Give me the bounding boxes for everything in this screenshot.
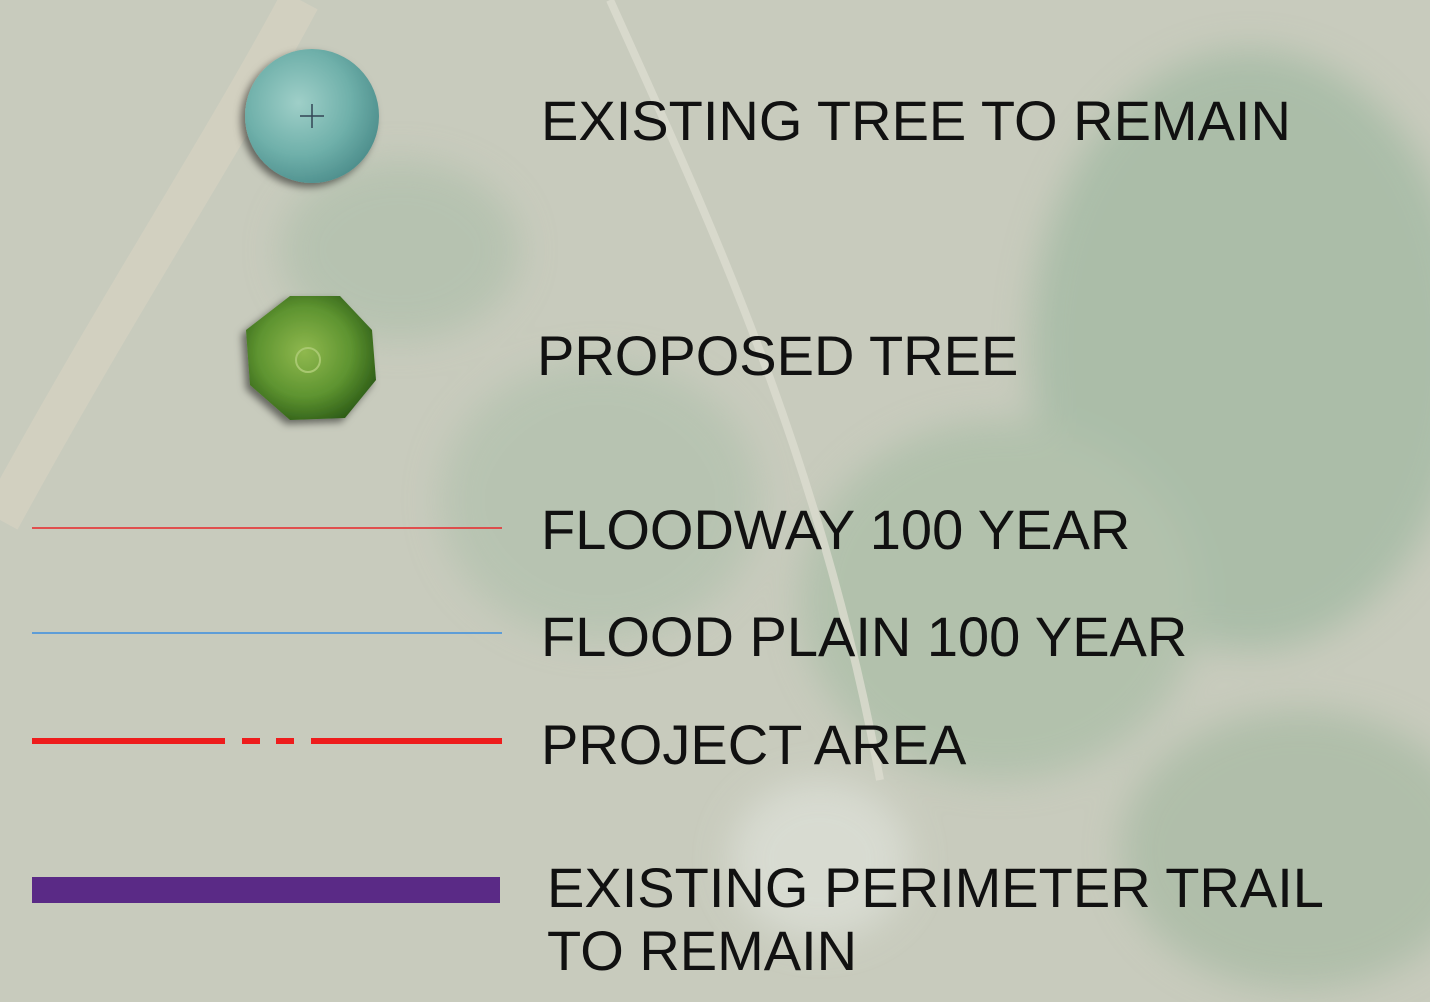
legend-label: PROJECT AREA — [541, 713, 967, 776]
legend-label: EXISTING TREE TO REMAIN — [541, 89, 1291, 152]
symbol-existing-tree — [245, 49, 379, 183]
symbol-perimeter-trail — [32, 877, 500, 903]
legend-label: PROPOSED TREE — [537, 324, 1018, 387]
legend-label: FLOODWAY 100 YEAR — [541, 498, 1130, 561]
page: EXISTING TREE TO REMAIN PROPOSED TREE FL… — [0, 0, 1430, 1002]
legend-label: TO REMAIN — [547, 919, 857, 982]
legend-label: EXISTING PERIMETER TRAIL — [547, 856, 1324, 919]
legend-map: EXISTING TREE TO REMAIN PROPOSED TREE FL… — [0, 0, 1430, 1002]
legend-label: FLOOD PLAIN 100 YEAR — [541, 605, 1187, 668]
